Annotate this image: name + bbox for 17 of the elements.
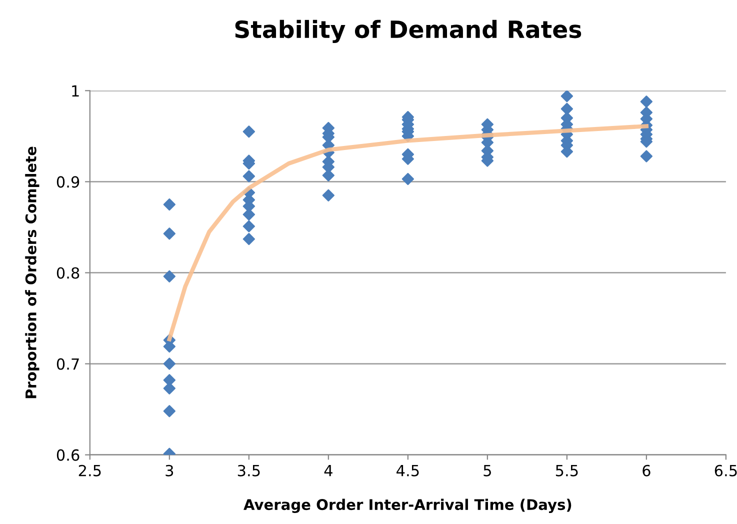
x-tick-label: 5.5 (556, 465, 578, 476)
chart-title: Stability of Demand Rates (235, 20, 582, 43)
y-tick-label: 1 (72, 85, 79, 96)
x-tick-label: 2.5 (78, 464, 101, 476)
x-tick-label: 4 (324, 465, 332, 476)
y-tick-label: 0.6 (56, 449, 80, 461)
y-axis-title: Proportion of Orders Complete (25, 146, 40, 398)
y-tick-label: 0.9 (56, 176, 80, 188)
y-tick-label: 0.8 (56, 267, 80, 279)
x-tick-label: 3.5 (238, 464, 260, 476)
x-tick-label: 4.5 (396, 465, 419, 476)
x-axis-title: Average Order Inter-Arrival Time (Days) (244, 498, 572, 514)
y-tick-label: 0.7 (56, 358, 79, 370)
x-tick-label: 6 (642, 464, 650, 476)
x-tick-label: 5 (484, 465, 491, 476)
x-tick-label: 3 (166, 464, 174, 476)
x-tick-label: 6.5 (714, 464, 737, 476)
